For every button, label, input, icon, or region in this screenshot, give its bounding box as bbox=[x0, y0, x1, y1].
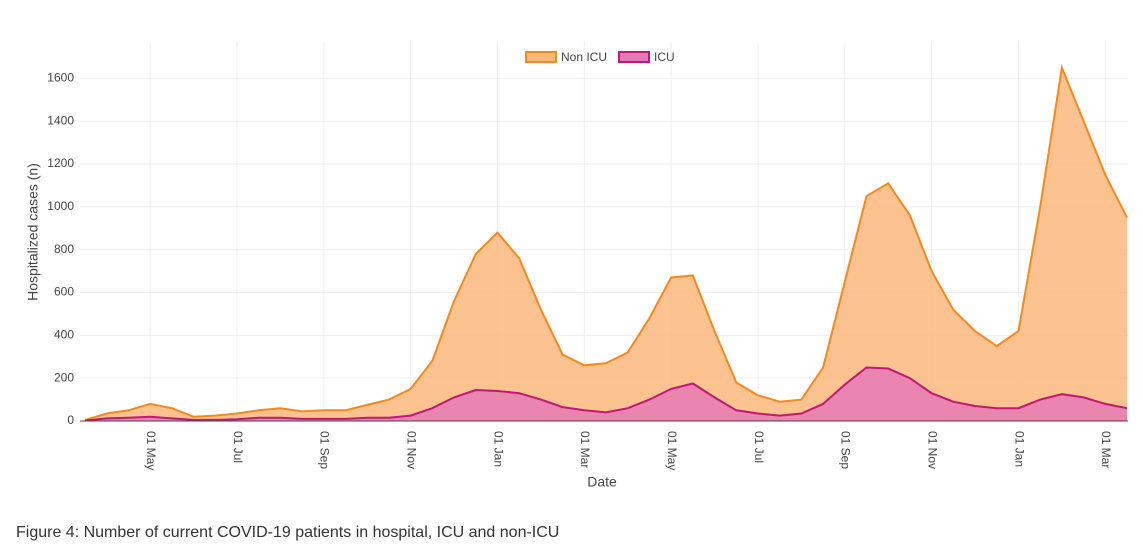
legend-item: Non ICU bbox=[525, 50, 607, 64]
figure-caption: Figure 4: Number of current COVID-19 pat… bbox=[16, 524, 560, 541]
y-tick-label: 1600 bbox=[47, 71, 74, 85]
y-tick-label: 200 bbox=[54, 370, 74, 384]
y-tick-label: 1400 bbox=[47, 113, 74, 127]
x-tick-label: 01 Jan bbox=[1012, 431, 1026, 467]
x-tick-label: 01 Mar bbox=[1099, 431, 1113, 468]
x-tick-label: 01 Jul bbox=[752, 431, 766, 463]
area-fill bbox=[85, 367, 1127, 421]
y-axis-title: Hospitalized cases (n) bbox=[25, 163, 41, 301]
series-line bbox=[84, 366, 1128, 422]
legend-label: Non ICU bbox=[561, 50, 607, 64]
y-tick-label: 400 bbox=[54, 328, 74, 342]
x-tick-label: 01 Jan bbox=[491, 431, 505, 467]
x-tick-label: 01 May bbox=[144, 431, 158, 470]
x-tick-label: 01 May bbox=[665, 431, 679, 470]
x-tick-label: 01 Sep bbox=[318, 431, 332, 469]
page: {"chart_data": {"type": "area", "xlabel"… bbox=[16, 42, 1128, 541]
x-axis-title: Date bbox=[587, 474, 617, 490]
y-tick-label: 0 bbox=[67, 413, 74, 427]
legend-swatch bbox=[525, 51, 557, 63]
y-tick-label: 1200 bbox=[47, 156, 74, 170]
legend-item: ICU bbox=[618, 50, 675, 64]
legend-swatch bbox=[618, 51, 651, 63]
series-line bbox=[84, 63, 1128, 421]
x-tick-label: 01 Sep bbox=[839, 431, 853, 469]
y-tick-label: 800 bbox=[54, 242, 74, 256]
y-tick-label: 1000 bbox=[47, 199, 74, 213]
chart: Date Hospitalized cases (n) 0 200 400 600 80… bbox=[25, 42, 1128, 490]
x-tick-label: 01 Jul bbox=[231, 431, 245, 463]
x-tick-label: 01 Nov bbox=[925, 431, 939, 469]
y-tick-label: 600 bbox=[54, 285, 74, 299]
area-fill bbox=[85, 67, 1127, 421]
legend-label: ICU bbox=[654, 50, 675, 64]
x-tick-label: 01 Mar bbox=[578, 431, 592, 468]
x-tick-label: 01 Nov bbox=[404, 431, 418, 469]
